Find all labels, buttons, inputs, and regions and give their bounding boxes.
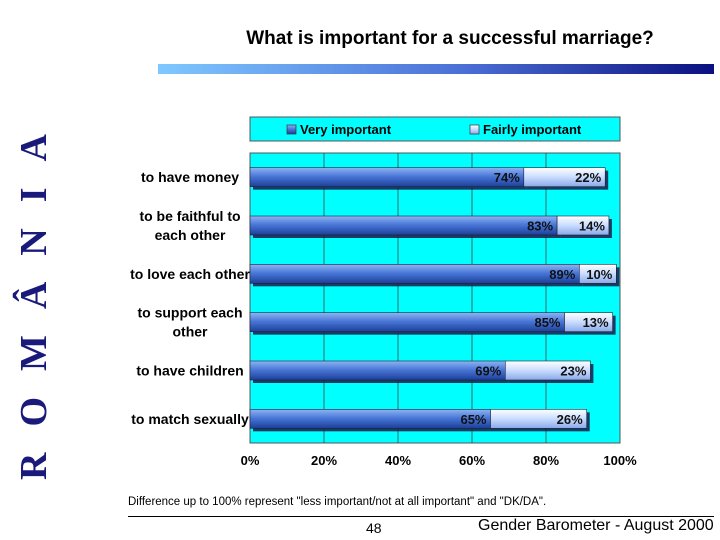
data-label: 85% (534, 315, 560, 330)
bar-fairly-important (564, 312, 613, 332)
bar-very-important (249, 312, 565, 332)
title-rule (158, 64, 714, 74)
bar-very-important (249, 215, 558, 236)
data-label: 69% (475, 364, 501, 379)
legend-swatch-0 (286, 124, 297, 135)
x-tick-label: 20% (311, 453, 337, 468)
data-label: 89% (549, 267, 575, 282)
category-label: other (173, 324, 209, 340)
category-label: to be faithful to (139, 208, 240, 224)
footnote: Difference up to 100% represent "less im… (128, 496, 547, 508)
data-label: 26% (557, 412, 583, 427)
x-tick-label: 100% (603, 453, 637, 468)
data-label: 83% (527, 219, 553, 234)
chart-title: What is important for a successful marri… (246, 28, 654, 49)
side-title: ROMÂNIA (13, 108, 55, 480)
data-label: 23% (560, 364, 586, 379)
bar-very-important (249, 167, 525, 187)
data-label: 65% (460, 412, 486, 427)
data-label: 22% (575, 170, 601, 185)
bar-fairly-important (490, 409, 587, 429)
category-label: to support each (137, 305, 242, 321)
plot-area (249, 152, 621, 444)
category-label: each other (155, 227, 226, 243)
footer-rule (128, 516, 714, 517)
bar-fairly-important (578, 264, 617, 284)
category-label: to match sexually (131, 411, 249, 427)
bar-fairly-important (504, 360, 591, 381)
x-tick-label: 40% (385, 453, 411, 468)
bar-very-important (249, 409, 491, 429)
legend-label-1: Fairly important (483, 122, 582, 137)
side-title-text: ROMÂNIA (13, 108, 55, 480)
legend-box (249, 116, 621, 142)
x-tick-label: 60% (459, 453, 485, 468)
legend-label-0: Very important (300, 122, 392, 137)
x-tick-label: 80% (533, 453, 559, 468)
x-tick-label: 0% (241, 453, 260, 468)
category-label: to have money (141, 169, 239, 185)
bar-fairly-important (523, 167, 606, 187)
page-number: 48 (366, 520, 382, 536)
legend-swatch-1 (469, 124, 480, 135)
data-label: 10% (586, 267, 612, 282)
bar-fairly-important (556, 215, 610, 236)
footer-source: Gender Barometer - August 2000 (478, 517, 714, 534)
data-label: 14% (579, 219, 605, 234)
bar-very-important (249, 264, 580, 284)
data-label: 74% (494, 170, 520, 185)
category-label: to love each other (130, 266, 250, 282)
category-label: to have children (136, 363, 243, 379)
bar-very-important (249, 360, 506, 381)
data-label: 13% (583, 315, 609, 330)
